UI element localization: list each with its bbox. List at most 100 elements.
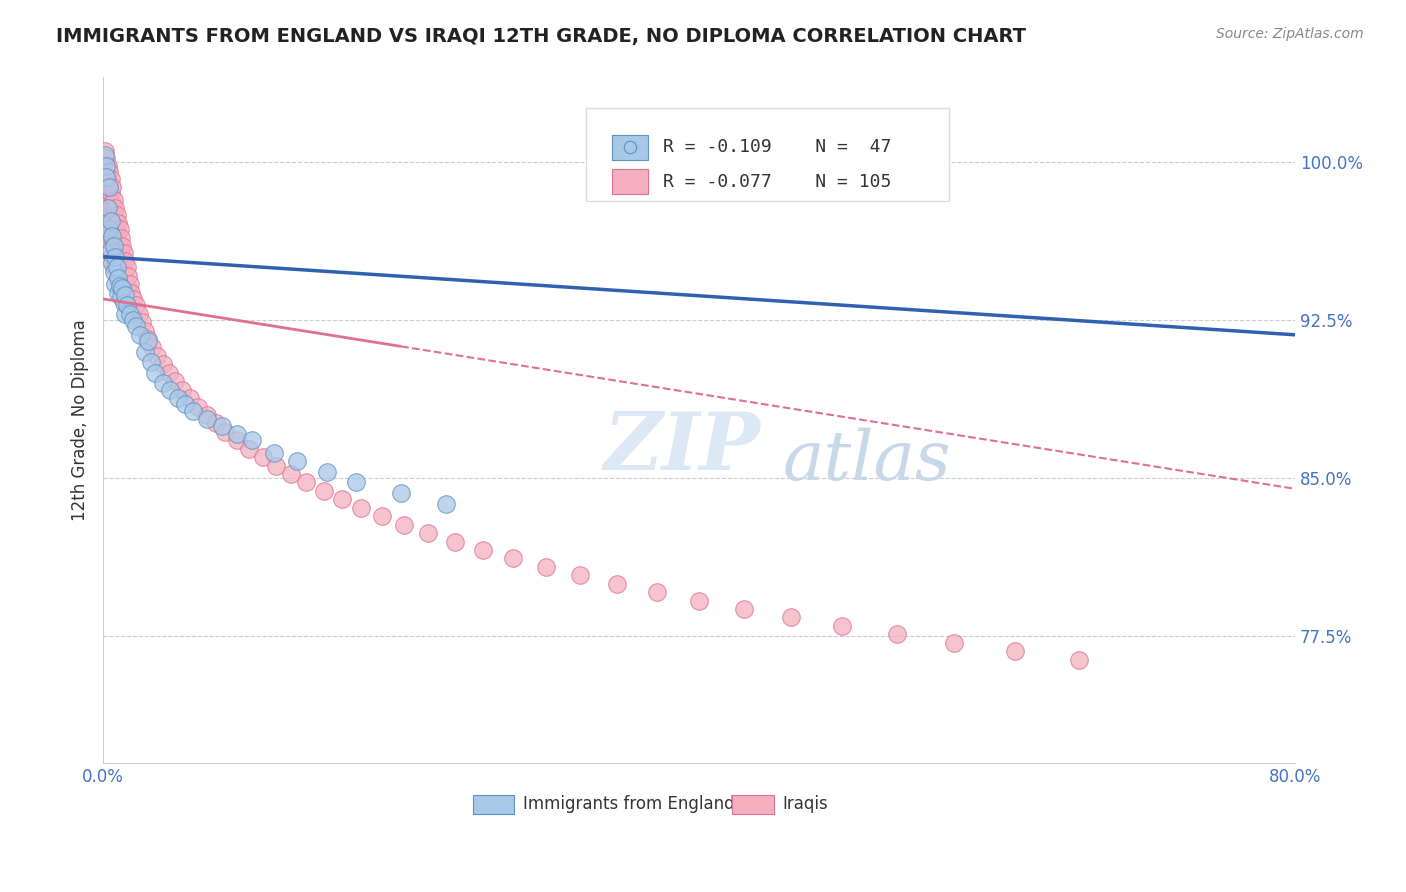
Point [205, 417, 228, 431]
Point [125, 319, 148, 334]
Point [105, 260, 128, 275]
Point [110, 250, 132, 264]
Point [214, 425, 236, 439]
Point [101, 228, 124, 243]
Point [179, 391, 201, 405]
Point [115, 260, 138, 275]
Point [114, 307, 136, 321]
Point [98, 228, 121, 243]
Point [157, 366, 180, 380]
Point [647, 585, 669, 599]
Point [98, 165, 121, 179]
Point [97, 201, 120, 215]
Point [120, 285, 142, 300]
Point [107, 270, 129, 285]
Point [94, 165, 117, 179]
Point [392, 517, 415, 532]
Point [108, 279, 131, 293]
Point [733, 602, 755, 616]
Point [101, 231, 124, 245]
Point [163, 374, 186, 388]
Point [105, 224, 128, 238]
Point [263, 446, 285, 460]
Point [103, 260, 125, 275]
Point [131, 315, 153, 329]
Point [114, 273, 136, 287]
Point [104, 277, 127, 292]
Point [98, 197, 121, 211]
Point [105, 244, 128, 258]
Point [103, 244, 125, 258]
Point [134, 344, 156, 359]
Point [606, 576, 628, 591]
Point [108, 222, 131, 236]
Text: IMMIGRANTS FROM ENGLAND VS IRAQI 12TH GRADE, NO DIPLOMA CORRELATION CHART: IMMIGRANTS FROM ENGLAND VS IRAQI 12TH GR… [56, 27, 1026, 45]
Point [122, 292, 145, 306]
Point [112, 296, 135, 310]
Point [93, 145, 115, 159]
Point [98, 214, 121, 228]
Point [136, 332, 159, 346]
Point [122, 313, 145, 327]
Point [104, 254, 127, 268]
Point [118, 277, 141, 292]
Point [125, 298, 148, 312]
Point [136, 334, 159, 348]
Point [128, 307, 150, 321]
Point [94, 180, 117, 194]
Point [105, 208, 128, 222]
Point [98, 180, 121, 194]
Point [434, 497, 457, 511]
Point [98, 180, 121, 194]
Point [93, 148, 115, 162]
Point [101, 247, 124, 261]
Point [107, 235, 129, 249]
Y-axis label: 12th Grade, No Diploma: 12th Grade, No Diploma [72, 319, 89, 521]
Point [472, 543, 495, 558]
Point [141, 341, 163, 355]
Point [139, 355, 162, 369]
Point [315, 465, 337, 479]
Point [100, 235, 122, 249]
Point [174, 397, 197, 411]
Point [107, 270, 129, 285]
Point [145, 349, 167, 363]
Point [330, 492, 353, 507]
Point [110, 290, 132, 304]
FancyBboxPatch shape [612, 169, 648, 194]
Point [159, 383, 181, 397]
Point [181, 403, 204, 417]
Point [108, 260, 131, 275]
Point [101, 256, 124, 270]
Point [112, 245, 135, 260]
Point [103, 224, 125, 238]
Point [942, 636, 965, 650]
Point [111, 258, 134, 272]
Point [104, 201, 127, 215]
Point [568, 568, 591, 582]
Point [104, 250, 127, 264]
Text: atlas: atlas [783, 428, 950, 495]
Point [197, 408, 219, 422]
Point [103, 193, 125, 207]
Point [187, 400, 209, 414]
Point [100, 214, 122, 228]
Point [143, 366, 166, 380]
FancyBboxPatch shape [586, 108, 949, 201]
Point [371, 509, 394, 524]
Point [103, 239, 125, 253]
Point [416, 526, 439, 541]
Point [129, 327, 152, 342]
Point [94, 151, 117, 165]
Point [100, 171, 122, 186]
FancyBboxPatch shape [612, 135, 648, 160]
Text: R = -0.109    N =  47: R = -0.109 N = 47 [664, 138, 891, 156]
Point [240, 434, 263, 448]
Point [100, 218, 122, 232]
Point [110, 231, 132, 245]
Point [166, 391, 188, 405]
Point [93, 171, 115, 186]
Point [103, 264, 125, 278]
Point [344, 475, 367, 490]
Point [100, 201, 122, 215]
